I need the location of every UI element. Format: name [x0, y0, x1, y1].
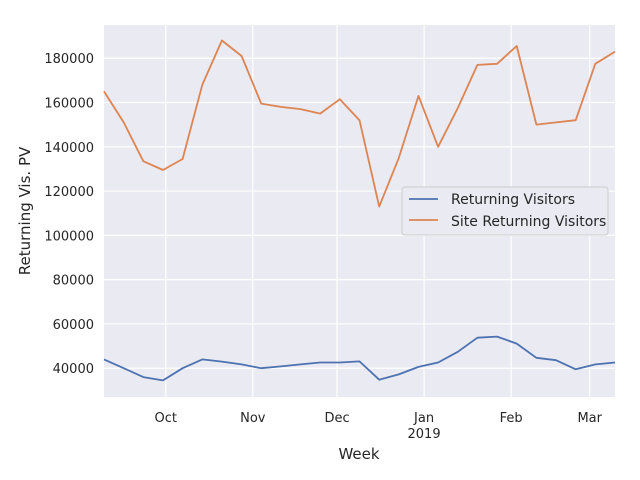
- x-tick-sublabel: 2019: [408, 427, 441, 442]
- legend-box: [401, 186, 609, 236]
- y-axis-tick-labels: 40000 60000 80000 100000 120000 140000 160000 1…: [44, 52, 94, 377]
- x-tick-label: Mar: [577, 411, 602, 426]
- x-tick-label: Oct: [155, 411, 177, 426]
- x-tick-label: Dec: [324, 411, 349, 426]
- x-tick-label: Nov: [240, 411, 266, 426]
- y-tick-label: 160000: [44, 97, 94, 112]
- series-line-returning-visitors: [103, 335, 616, 382]
- x-axis-title: Week: [338, 445, 379, 463]
- legend-label-site-returning-visitors: Site Returning Visitors: [451, 214, 606, 230]
- y-tick-label: 140000: [44, 141, 94, 156]
- y-tick-label: 40000: [53, 362, 94, 377]
- y-axis-title: Returning Vis. PV: [16, 146, 34, 275]
- y-tick-label: 80000: [53, 274, 94, 289]
- x-tick-label: Feb: [500, 411, 523, 426]
- y-tick-label: 120000: [44, 185, 94, 200]
- y-tick-label: 100000: [44, 229, 94, 244]
- grid-lines: [104, 25, 615, 397]
- series-line-site-returning-visitors: [103, 39, 616, 208]
- y-tick-label: 180000: [44, 52, 94, 67]
- y-tick-label: 60000: [53, 318, 94, 333]
- x-tick-label: Jan: [413, 411, 434, 426]
- legend: Returning Visitors Site Returning Visito…: [401, 186, 609, 236]
- legend-label-returning-visitors: Returning Visitors: [451, 192, 575, 208]
- series-lines: [103, 39, 616, 382]
